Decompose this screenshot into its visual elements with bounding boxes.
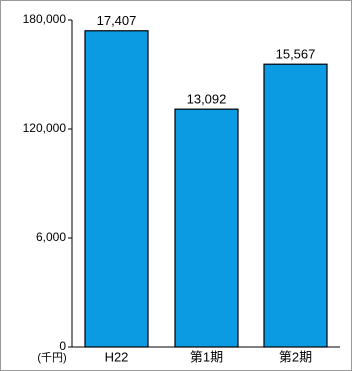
y-tick-label: 0 bbox=[59, 339, 66, 353]
bar bbox=[263, 63, 328, 348]
bar bbox=[84, 30, 149, 348]
y-tick-label: 6,000 bbox=[36, 230, 66, 244]
x-tick-label: 第1期 bbox=[190, 349, 223, 364]
x-tick-label: H22 bbox=[105, 349, 129, 364]
value-label: 13,092 bbox=[187, 92, 227, 107]
y-tick-label: 120,000 bbox=[23, 121, 67, 135]
x-tick-label: 第2期 bbox=[279, 349, 312, 364]
value-label: 17,407 bbox=[97, 13, 137, 28]
unit-label: (千円) bbox=[37, 351, 66, 364]
y-tick-label: 180,000 bbox=[23, 12, 67, 26]
value-label: 15,567 bbox=[276, 47, 316, 62]
bar bbox=[174, 108, 239, 348]
